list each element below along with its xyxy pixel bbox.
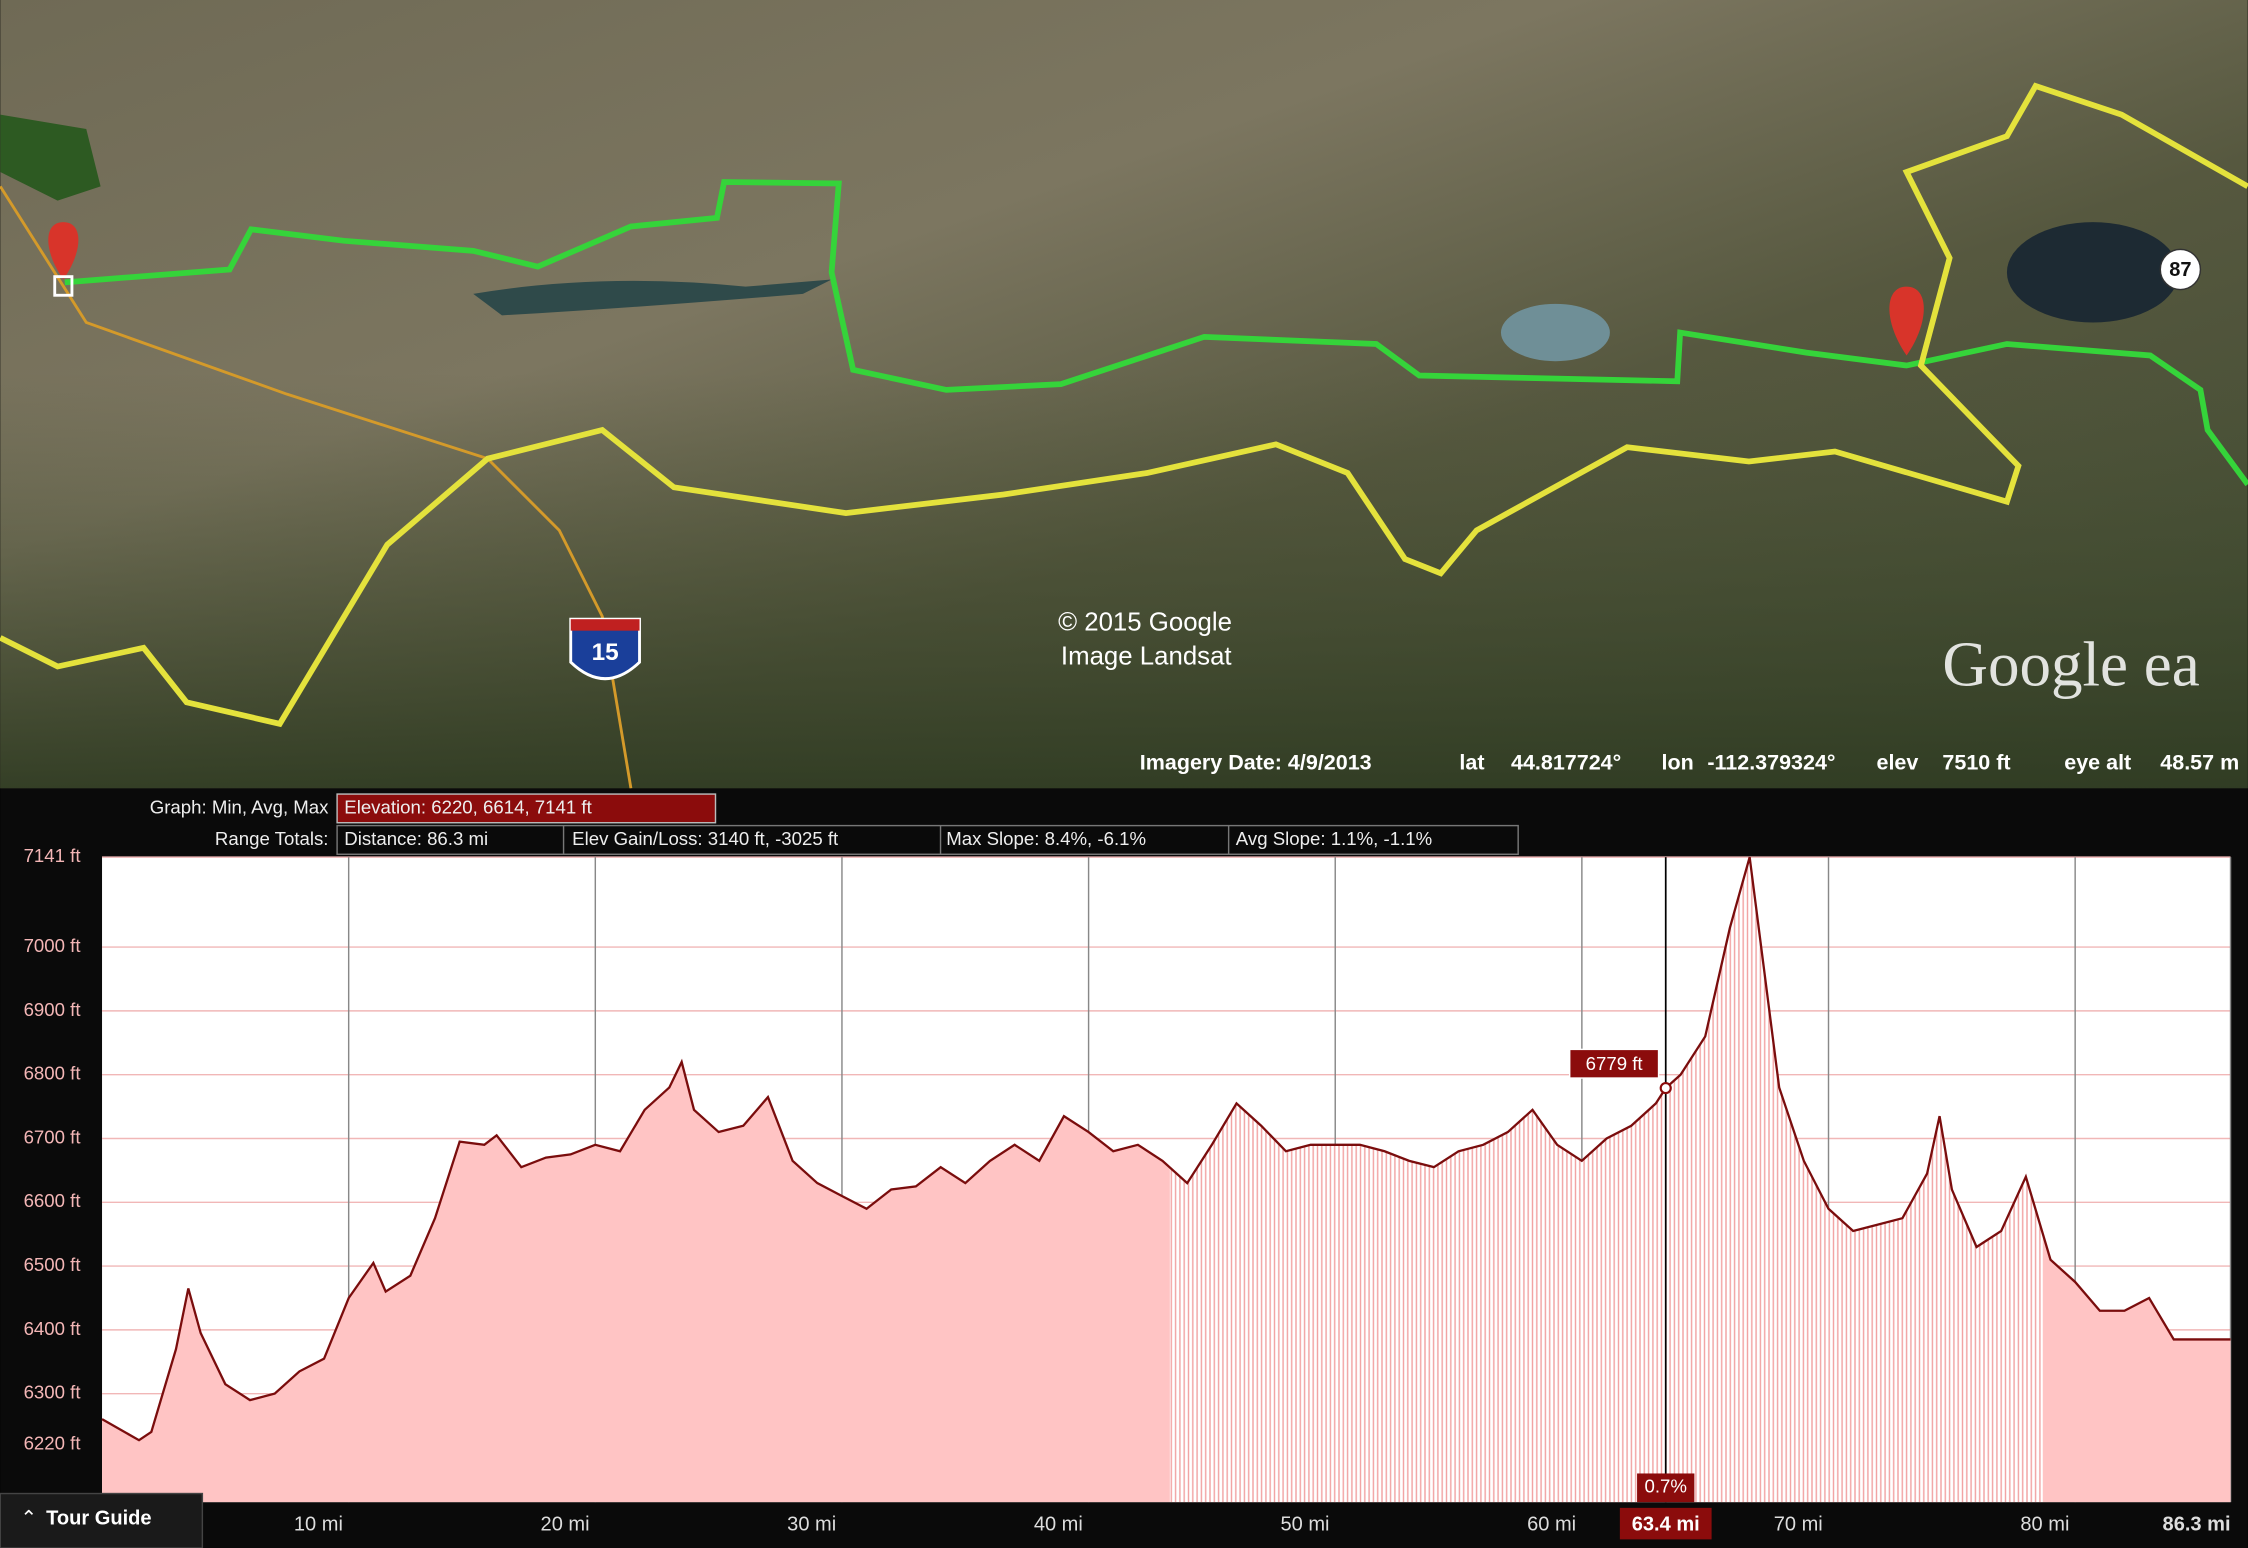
x-tick-label: 30 mi [787,1513,836,1535]
y-tick-label: 6700 ft [24,1126,82,1147]
tour-guide-button[interactable] [0,1492,204,1548]
elevation-line [101,856,2231,1442]
max-slope[interactable]: Max Slope: 8.4%, -6.1% [946,828,1146,849]
eye-alt-label: eye alt [2064,751,2131,775]
google-earth-logo: Google ea [1942,629,2199,699]
highway-shield: 15 [569,617,641,681]
shield [569,617,641,681]
y-tick-label: 6300 ft [24,1382,82,1403]
copyright: © 2015 Google [1058,608,1232,636]
elev-label: elev [1877,751,1919,775]
cursor-elev-box [1568,1048,1660,1079]
highway-number: 15 [592,639,619,666]
marker-icon [53,275,74,297]
avg-slope[interactable]: Avg Slope: 1.1%, -1.1% [1236,828,1432,849]
y-tick-label: 6900 ft [24,999,82,1020]
x-tick-label: 70 mi [1774,1513,1823,1535]
route-shield [2159,248,2202,291]
graph-label: Graph: Min, Avg, Max [150,796,329,817]
cursor-distance: 63.4 mi [1632,1513,1700,1535]
imagery-credit: Image Landsat [1061,643,1232,671]
route-green [64,179,2248,487]
y-tick-label: 7000 ft [24,935,82,956]
lat-label: lat [1459,751,1484,775]
range-label: Range Totals: [215,828,329,849]
y-tick-label: 6800 ft [24,1063,82,1084]
imagery-date: Imagery Date: 4/9/2013 [1140,751,1372,775]
cursor-distance-box [1619,1507,1712,1540]
x-tick-label: 20 mi [541,1513,590,1535]
lon-label: lon [1662,751,1694,775]
x-tick-label: 60 mi [1527,1513,1576,1535]
lon-value: -112.379324° [1707,751,1835,775]
x-tick-label: 10 mi [294,1513,343,1535]
marker-pin [1889,286,1924,356]
range-box [336,824,1519,855]
route-number: 87 [2169,259,2191,281]
reservoir [473,279,832,316]
marker-pin [48,222,79,280]
distance-total[interactable]: Distance: 86.3 mi [344,828,488,849]
y-tick-label: 6600 ft [24,1190,82,1211]
x-tick-label: 80 mi [2020,1513,2069,1535]
placemark[interactable] [48,222,79,297]
gain-loss[interactable]: Elev Gain/Loss: 3140 ft, -3025 ft [572,828,839,849]
elev-value: 7510 ft [1942,751,2010,775]
y-tick-label: 6400 ft [24,1318,82,1339]
tour-guide-label: Tour Guide [46,1508,151,1530]
placemark[interactable] [1889,286,1924,356]
cursor-slope-box [1637,1473,1695,1503]
shield-top [570,619,640,631]
cursor-slope: 0.7% [1645,1476,1687,1497]
lat-value: 44.817724° [1511,751,1621,775]
elevation-stats: Elevation: 6220, 6614, 7141 ft [344,796,592,817]
forest [0,114,101,201]
x-tick-label: 40 mi [1034,1513,1083,1535]
y-tick-label: 7141 ft [24,845,82,866]
x-tick-label: 50 mi [1280,1513,1329,1535]
cursor-elevation: 6779 ft [1586,1053,1644,1074]
lake [2006,222,2179,323]
elevation-box[interactable] [336,793,717,824]
map-view[interactable]: 15 87 © 2015 Google Image Landsat Google… [0,0,2248,789]
cursor-point [1659,1081,1672,1095]
x-tick-label: 86.3 mi [2163,1513,2231,1535]
y-tick-label: 6220 ft [24,1433,82,1454]
tour-guide-icon: ⌃ [20,1508,37,1530]
reservoir [1500,303,1610,362]
route-yellow [0,82,2248,728]
eye-alt-value: 48.57 m [2160,751,2239,775]
terrain [0,372,2248,789]
y-tick-label: 6500 ft [24,1254,82,1275]
